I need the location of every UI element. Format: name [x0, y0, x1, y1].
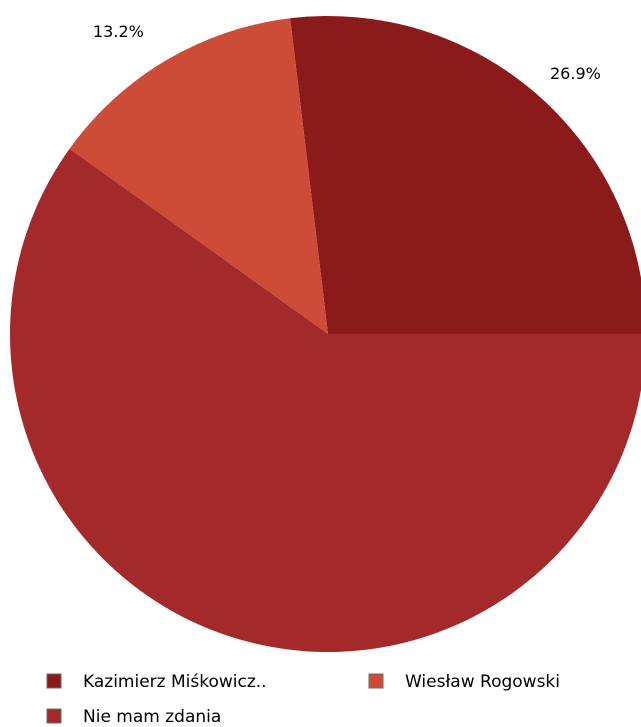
slice-label-0: 26.9%	[550, 64, 601, 83]
legend-item-2: Nie mam zdania	[46, 707, 221, 727]
legend-item-0: Kazimierz Miśkowicz..	[46, 672, 267, 692]
pie-slice-1	[69, 18, 328, 334]
legend-swatch-1	[368, 673, 384, 689]
slice-label-1: 13.2%	[93, 22, 144, 41]
pie-slices	[10, 16, 641, 652]
legend-label-1: Wiesław Rogowski	[405, 672, 560, 692]
pie-slice-0	[290, 16, 641, 334]
slice-labels: 26.9% 13.2%	[93, 22, 601, 83]
legend-label-0: Kazimierz Miśkowicz..	[83, 672, 267, 692]
pie-slice-2	[10, 148, 641, 652]
legend: Kazimierz Miśkowicz.. Wiesław Rogowski Nie…	[46, 672, 560, 727]
legend-swatch-2	[46, 708, 62, 724]
legend-swatch-0	[46, 673, 62, 689]
legend-item-1: Wiesław Rogowski	[368, 672, 560, 692]
legend-label-2: Nie mam zdania	[83, 707, 221, 727]
